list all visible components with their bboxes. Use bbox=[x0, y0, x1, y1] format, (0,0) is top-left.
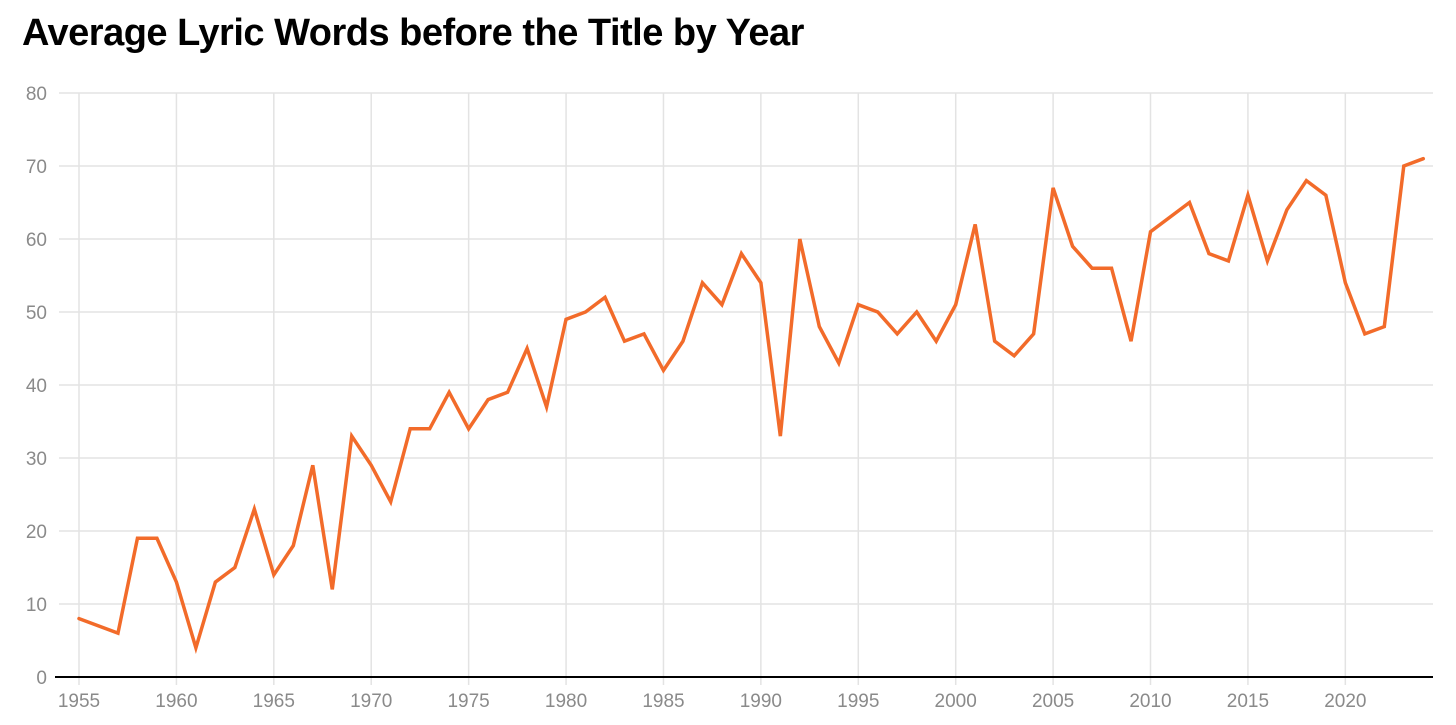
data-point-1972 bbox=[406, 425, 414, 433]
data-point-2014 bbox=[1224, 257, 1232, 265]
data-point-2000 bbox=[952, 301, 960, 309]
data-point-1987 bbox=[698, 279, 706, 287]
data-point-2007 bbox=[1088, 264, 1096, 272]
y-tick-label-50: 50 bbox=[26, 303, 47, 324]
data-point-1991 bbox=[776, 432, 784, 440]
data-point-2019 bbox=[1322, 191, 1330, 199]
chart-title: Average Lyric Words before the Title by … bbox=[22, 12, 804, 54]
y-tick-label-20: 20 bbox=[26, 522, 47, 543]
data-point-2023 bbox=[1400, 162, 1408, 170]
data-point-2008 bbox=[1108, 264, 1116, 272]
data-point-1969 bbox=[348, 432, 356, 440]
x-tick-label-1995: 1995 bbox=[837, 691, 879, 712]
y-tick-label-70: 70 bbox=[26, 157, 47, 178]
data-point-1967 bbox=[309, 461, 317, 469]
data-point-1960 bbox=[172, 578, 180, 586]
grid-lines bbox=[59, 92, 1433, 685]
data-point-1990 bbox=[757, 279, 765, 287]
data-point-2022 bbox=[1380, 323, 1388, 331]
y-axis-tick-labels: 0 10 20 30 40 50 60 70 80 bbox=[26, 84, 47, 689]
data-point-2017 bbox=[1283, 206, 1291, 214]
data-point-1971 bbox=[387, 498, 395, 506]
data-point-1963 bbox=[231, 564, 239, 572]
x-tick-label-1960: 1960 bbox=[155, 691, 197, 712]
x-axis-tick-labels: 1955 1960 1965 1970 1975 1980 1985 1990 1995 2000… bbox=[58, 691, 1367, 712]
x-tick-label-1955: 1955 bbox=[58, 691, 100, 712]
data-point-2015 bbox=[1244, 191, 1252, 199]
y-tick-label-40: 40 bbox=[26, 376, 47, 397]
series-line-0 bbox=[77, 156, 1426, 654]
data-point-1982 bbox=[601, 293, 609, 301]
data-point-1968 bbox=[328, 585, 336, 593]
data-point-2016 bbox=[1263, 257, 1271, 265]
x-tick-label-2010: 2010 bbox=[1129, 691, 1171, 712]
data-point-1958 bbox=[133, 534, 141, 542]
data-point-1957 bbox=[114, 629, 122, 637]
data-point-2009 bbox=[1127, 337, 1135, 345]
data-point-1973 bbox=[426, 425, 434, 433]
data-point-2011 bbox=[1166, 213, 1174, 221]
x-tick-label-1965: 1965 bbox=[253, 691, 295, 712]
data-point-1989 bbox=[737, 250, 745, 258]
data-point-2018 bbox=[1302, 177, 1310, 185]
data-point-2020 bbox=[1341, 279, 1349, 287]
data-point-1988 bbox=[718, 301, 726, 309]
data-point-1985 bbox=[659, 366, 667, 374]
x-tick-label-2015: 2015 bbox=[1227, 691, 1269, 712]
x-tick-label-1985: 1985 bbox=[642, 691, 684, 712]
y-tick-label-80: 80 bbox=[26, 84, 47, 105]
data-point-2013 bbox=[1205, 250, 1213, 258]
x-tick-label-1975: 1975 bbox=[447, 691, 489, 712]
data-point-1975 bbox=[465, 425, 473, 433]
data-point-1961 bbox=[192, 644, 200, 652]
data-point-1974 bbox=[445, 388, 453, 396]
data-point-1999 bbox=[932, 337, 940, 345]
data-point-1966 bbox=[289, 542, 297, 550]
data-point-1978 bbox=[523, 345, 531, 353]
data-point-1970 bbox=[367, 461, 375, 469]
data-point-1962 bbox=[211, 578, 219, 586]
data-point-2002 bbox=[991, 337, 999, 345]
data-point-2004 bbox=[1030, 330, 1038, 338]
data-point-2012 bbox=[1185, 199, 1193, 207]
data-point-1955 bbox=[75, 615, 83, 623]
data-point-1995 bbox=[854, 301, 862, 309]
data-point-2006 bbox=[1069, 242, 1077, 250]
data-point-1979 bbox=[543, 403, 551, 411]
x-tick-label-2005: 2005 bbox=[1032, 691, 1074, 712]
data-point-1976 bbox=[484, 396, 492, 404]
data-point-1997 bbox=[893, 330, 901, 338]
data-point-1959 bbox=[153, 534, 161, 542]
data-point-1992 bbox=[796, 235, 804, 243]
x-tick-label-2000: 2000 bbox=[935, 691, 977, 712]
data-point-2001 bbox=[971, 220, 979, 228]
y-tick-label-0: 0 bbox=[36, 668, 47, 689]
data-point-2005 bbox=[1049, 184, 1057, 192]
data-point-1998 bbox=[913, 308, 921, 316]
data-point-1977 bbox=[504, 388, 512, 396]
data-point-2010 bbox=[1147, 228, 1155, 236]
y-tick-label-30: 30 bbox=[26, 449, 47, 470]
data-point-2003 bbox=[1010, 352, 1018, 360]
data-point-1980 bbox=[562, 315, 570, 323]
data-point-1986 bbox=[679, 337, 687, 345]
x-tick-label-1990: 1990 bbox=[740, 691, 782, 712]
y-tick-label-10: 10 bbox=[26, 595, 47, 616]
y-tick-label-60: 60 bbox=[26, 230, 47, 251]
series-layer bbox=[75, 155, 1427, 654]
data-point-2024 bbox=[1419, 155, 1427, 163]
data-point-1984 bbox=[640, 330, 648, 338]
data-point-1981 bbox=[582, 308, 590, 316]
data-point-1983 bbox=[620, 337, 628, 345]
data-point-1965 bbox=[270, 571, 278, 579]
data-point-1964 bbox=[250, 505, 258, 513]
x-tick-label-1970: 1970 bbox=[350, 691, 392, 712]
data-point-1993 bbox=[815, 323, 823, 331]
data-point-1996 bbox=[874, 308, 882, 316]
data-point-2021 bbox=[1361, 330, 1369, 338]
x-tick-label-2020: 2020 bbox=[1324, 691, 1366, 712]
data-point-1994 bbox=[835, 359, 843, 367]
x-tick-label-1980: 1980 bbox=[545, 691, 587, 712]
